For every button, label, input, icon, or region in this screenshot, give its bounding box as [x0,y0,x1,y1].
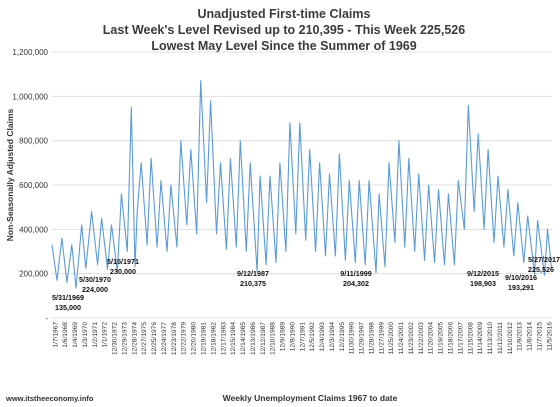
x-tick-label: 11/13/2010 [487,322,494,355]
x-tick-label: 11/7/2015 [536,322,543,351]
chart-title: Unadjusted First-time Claims Last Week's… [103,7,465,53]
x-tick-label: 12/9/1989 [280,322,287,352]
x-tick-label: 11/30/1996 [349,322,356,355]
chart-title-line-1: Unadjusted First-time Claims [198,7,371,21]
annotation-label: 9/12/2015 [467,269,499,278]
annotation-label: 135,000 [55,303,81,312]
annotation-label: 9/12/1987 [237,269,269,278]
x-tick-label: 11/5/2016 [546,322,553,351]
x-tick-label: 12/22/1979 [181,322,188,355]
x-axis-title: Weekly Unemployment Claims 1967 to date [223,393,398,403]
x-tick-label: 12/10/1988 [270,322,277,355]
chart-title-line-2: Last Week's Level Revised up to 210,395 … [103,23,465,37]
x-tick-label: 11/28/1998 [369,322,376,355]
x-axis-ticks: 1/7/1967 1/6/1968 1/4/1969 1/3/1970 1/2/1971… [52,322,553,355]
x-tick-label: 12/18/1982 [210,322,217,355]
x-tick-label: 12/20/1980 [191,322,198,355]
x-tick-label: 11/22/2003 [418,322,425,355]
gridlines [52,51,552,319]
y-tick-label: 400,000 [19,225,48,234]
annotation-label: 5/30/1970 [79,275,111,284]
x-tick-label: 11/12/2011 [497,322,504,354]
annotation-label: 230,000 [110,267,136,276]
x-tick-label: 1/4/1969 [72,322,79,348]
annotation-label: 198,903 [470,279,496,288]
x-tick-label: 12/5/1992 [309,322,316,352]
x-tick-label: 11/20/2004 [428,322,435,355]
x-tick-label: 12/28/1974 [131,322,138,355]
y-axis-ticks: - 200,000 400,000 600,000 800,000 1,000,000 1,… [12,48,48,323]
annotation-label: 5/27/2017 [528,255,560,264]
annotation-label: 5/31/1969 [52,293,84,302]
x-tick-label: 12/12/1987 [260,322,267,355]
y-tick-label: 1,000,000 [12,92,48,101]
x-tick-label: 11/27/1999 [378,322,385,355]
x-tick-label: 12/3/1994 [329,322,336,352]
x-tick-label: 12/4/1993 [319,322,326,352]
x-tick-label: 11/17/2007 [457,322,464,355]
x-tick-label: 1/7/1967 [52,322,59,348]
annotation-label: 204,302 [343,279,369,288]
x-tick-label: 1/3/1970 [82,322,89,348]
source-label: www.itstheeconomy.info [5,394,94,403]
series-layer [51,80,553,289]
x-tick-label: 1/6/1968 [62,322,69,348]
x-tick-label: 12/17/1983 [220,322,227,355]
x-tick-label: 11/25/2000 [388,322,395,355]
y-axis-title: Non-Seasonally Adjusted Claims [5,109,15,242]
x-tick-label: 12/24/1977 [161,322,168,355]
x-tick-label: 11/29/1997 [359,322,366,355]
x-tick-label: 11/18/2006 [448,322,455,355]
x-tick-label: 11/19/2005 [438,322,445,355]
x-tick-label: 12/25/1976 [151,322,158,355]
x-tick-label: 12/15/1984 [230,322,237,355]
y-tick-label: 800,000 [19,137,48,146]
chart-title-line-3: Lowest May Level Since the Summer of 196… [151,39,416,53]
y-tick-label: 200,000 [19,270,48,279]
x-tick-label: 11/15/2008 [467,322,474,355]
y-tick-label: - [45,314,48,323]
x-tick-label: 12/7/1991 [299,322,306,352]
x-tick-label: 1/2/1971 [92,322,99,348]
x-tick-label: 1/1/1972 [102,322,109,348]
x-tick-label: 11/23/2002 [408,322,415,355]
annotation-label: 224,000 [82,285,108,294]
x-tick-label: 12/29/1973 [121,322,128,355]
annotation-label: 193,291 [508,283,534,292]
x-tick-label: 11/10/2012 [507,322,514,355]
y-tick-label: 600,000 [19,181,48,190]
claims-series-line [51,80,553,289]
y-tick-label: 1,200,000 [12,48,48,57]
annotation-label: 225,526 [528,265,554,274]
x-tick-label: 12/13/1986 [250,322,257,355]
x-tick-label: 12/2/1995 [339,322,346,352]
annotation-label: 5/15/1971 [107,257,139,266]
x-tick-label: 12/30/1972 [112,322,119,355]
annotation-label: 9/11/1999 [340,269,372,278]
x-tick-label: 11/24/2001 [398,322,405,355]
x-tick-label: 11/9/2013 [517,322,524,351]
x-tick-label: 12/19/1981 [200,322,207,355]
x-tick-label: 11/8/2014 [527,322,534,351]
annotation-label: 210,375 [240,279,266,288]
annotation-label: 9/10/2016 [505,273,537,282]
x-tick-label: 12/14/1985 [240,322,247,355]
x-tick-label: 12/8/1990 [289,322,296,352]
x-tick-label: 11/14/2009 [477,322,484,355]
x-tick-label: 12/27/1975 [141,322,148,355]
x-tick-label: 12/23/1978 [171,322,178,355]
